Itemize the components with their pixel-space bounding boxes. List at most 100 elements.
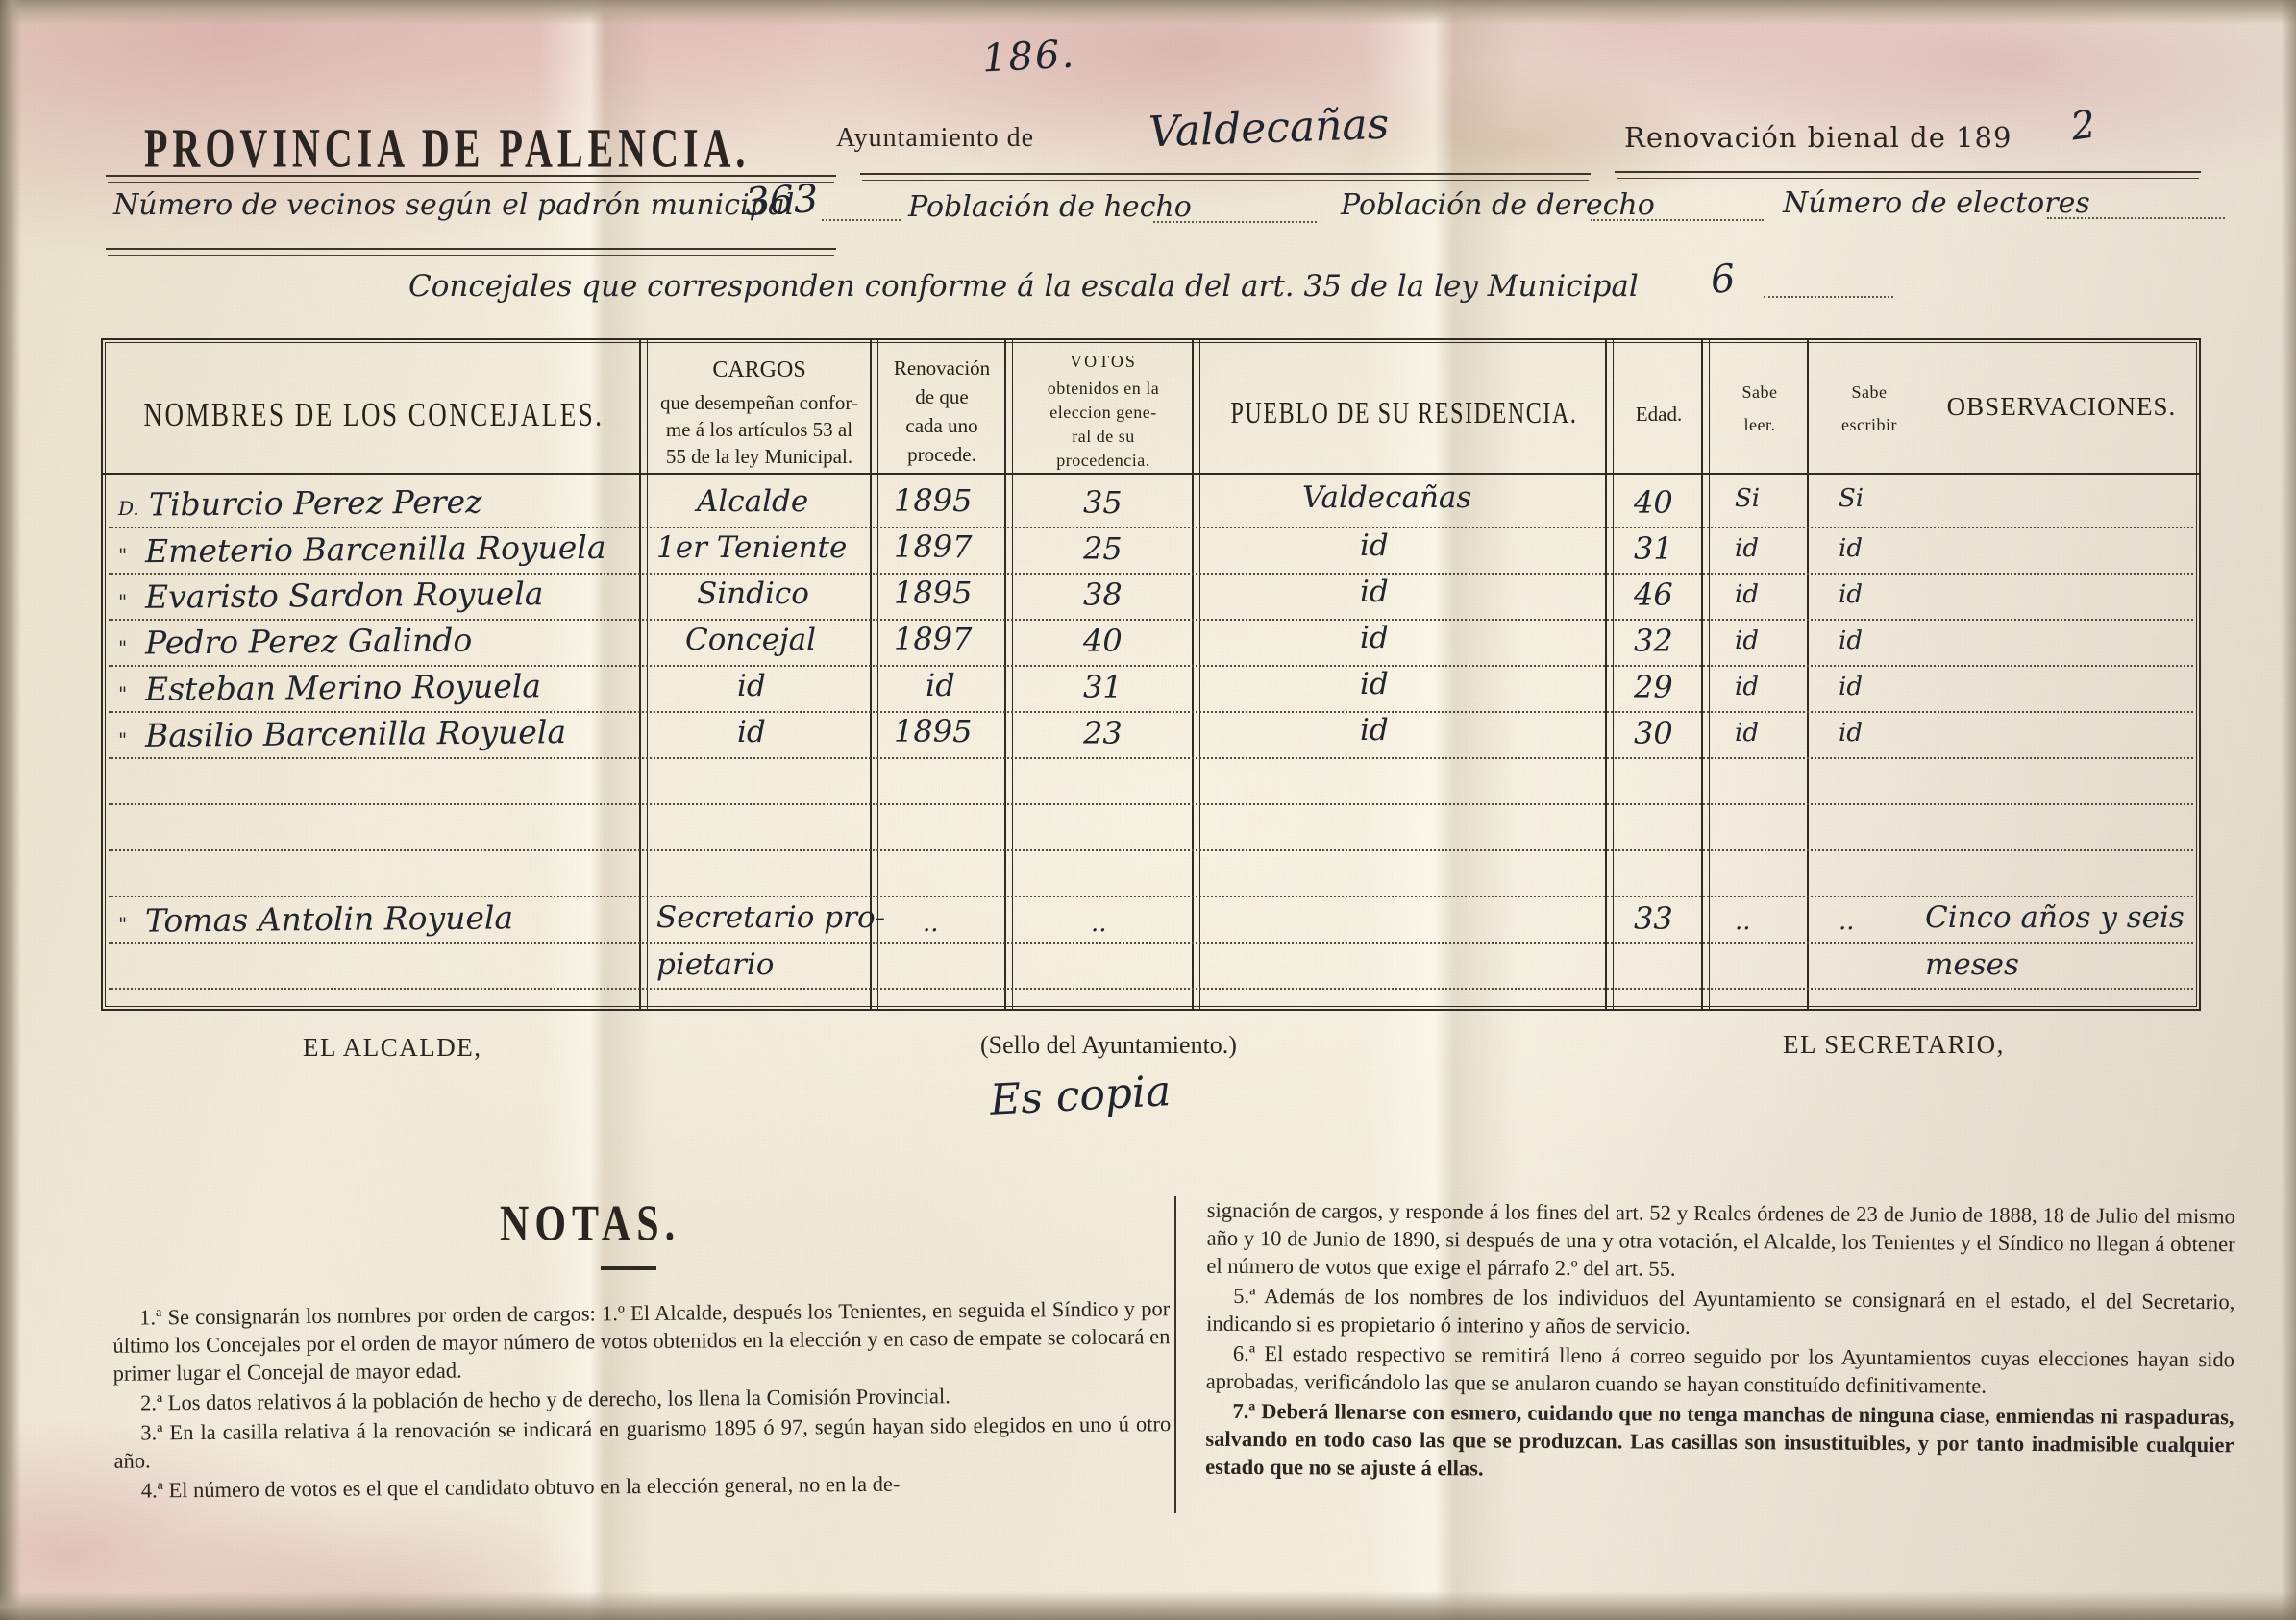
row-edad: 32 <box>1634 623 1673 659</box>
notas-right-column: signación de cargos, y responde á los fi… <box>1205 1196 2235 1489</box>
colheader-sabe-escribir-line1: Sabe <box>1851 382 1888 402</box>
row-votos: 40 <box>1083 623 1123 659</box>
row-sabe-escribir: id <box>1839 580 1863 609</box>
row-guide-4 <box>109 665 2193 667</box>
colheader-sabe-escribir-line2: escribir <box>1841 415 1897 434</box>
row-edad: 31 <box>1634 530 1673 567</box>
nota-item: 6.ª El estado respectivo se remitirá lle… <box>1205 1340 2234 1398</box>
colheader-renovacion-line2: de que <box>915 385 969 408</box>
row-sabe-leer: id <box>1735 580 1759 609</box>
col-sep-sabe-leer <box>1701 338 1703 1011</box>
vecinos-value: 363 <box>743 177 820 225</box>
colheader-cargos-line1: CARGOS <box>712 357 806 382</box>
row-renovacion: 1895 <box>894 713 973 749</box>
secretary-sabe-leer: .. <box>1735 907 1751 936</box>
colheader-votos-line5: procedencia. <box>1056 451 1150 470</box>
row-nombre: Esteban Merino Royuela <box>144 667 542 708</box>
table-inner-border <box>105 342 2197 1007</box>
row-sabe-leer: id <box>1735 534 1759 563</box>
colheader-sabe-leer-line1: Sabe <box>1741 382 1778 402</box>
rule-under-vecinos <box>106 248 836 250</box>
col-sep-pueblo <box>1192 338 1194 1011</box>
notas-title: NOTAS. <box>500 1196 681 1252</box>
col-sep-renovacion <box>870 338 872 1011</box>
row-nombre: Pedro Perez Galindo <box>144 621 473 662</box>
row-votos: 35 <box>1083 484 1123 521</box>
row-pueblo: id <box>1360 621 1389 655</box>
row-guide-10 <box>109 942 2193 944</box>
col-sep-sabe-escribir <box>1807 338 1809 1011</box>
col-sep-cargos <box>639 338 641 1011</box>
row-sabe-leer: id <box>1735 626 1759 655</box>
col-sep-pueblo-b <box>1199 338 1200 1011</box>
secretary-sabe-escribir: .. <box>1839 907 1855 936</box>
row-renovacion: id <box>926 667 955 703</box>
signature-alcalde-label: EL ALCALDE, <box>303 1033 482 1062</box>
secretary-votos: .. <box>1091 909 1107 938</box>
folio-number: 186. <box>980 32 1077 82</box>
rule-under-ayuntamiento <box>860 173 1591 175</box>
row-cargo: Sindico <box>697 577 809 611</box>
col-sep-sabe-leer-b <box>1709 338 1710 1011</box>
colheader-renovacion-line4: procede. <box>907 443 976 466</box>
paper-edge-top <box>0 0 2296 25</box>
colheader-cargos-line4: 55 de la ley Municipal. <box>665 445 853 468</box>
paper-edge-right <box>2281 0 2296 1620</box>
nota-item: 1.ª Se consignarán los nombres por orden… <box>112 1296 1171 1386</box>
row-prefix: " <box>118 682 128 705</box>
signature-secretario-label: EL SECRETARIO, <box>1783 1030 2005 1059</box>
col-sep-cargos-b <box>647 338 648 1011</box>
secretary-observaciones-line1: Cinco años y seis <box>1925 900 2185 935</box>
col-sep-edad <box>1605 338 1607 1011</box>
notas-column-divider <box>1174 1196 1176 1513</box>
row-renovacion: 1895 <box>894 482 973 519</box>
row-pueblo: id <box>1360 667 1389 701</box>
row-guide-7 <box>109 803 2193 805</box>
nota-continuation: signación de cargos, y responde á los fi… <box>1206 1197 2235 1281</box>
row-sabe-leer: id <box>1735 673 1759 701</box>
concejales-label: Concejales que corresponden conforme á l… <box>408 269 1639 304</box>
rule-under-ayuntamiento-2 <box>862 180 1589 181</box>
renovacion-value: 2 <box>2067 102 2099 150</box>
numero-electores-label: Número de electores <box>1783 186 2090 220</box>
row-sabe-escribir: id <box>1839 534 1863 563</box>
poblacion-hecho-label: Población de hecho <box>908 190 1192 224</box>
row-guide-2 <box>109 573 2193 575</box>
secretary-edad: 33 <box>1634 900 1673 937</box>
colheader-votos-line2: obtenidos en la <box>1047 379 1160 398</box>
row-sabe-escribir: Si <box>1839 484 1864 513</box>
col-sep-votos <box>1004 338 1006 1011</box>
colheader-votos-line4: ral de su <box>1072 427 1135 446</box>
poblacion-hecho-dots <box>1153 221 1317 223</box>
row-edad: 46 <box>1634 577 1673 613</box>
row-cargo: Alcalde <box>697 484 809 519</box>
row-pueblo: id <box>1360 575 1389 609</box>
colheader-votos-line1: VOTOS <box>1070 352 1137 371</box>
row-pueblo: id <box>1360 528 1389 563</box>
colheader-pueblo: PUEBLO DE SU RESIDENCIA. <box>1230 398 1578 430</box>
secretary-cargo-line2: pietario <box>656 947 775 982</box>
paper-edge-left <box>0 0 21 1620</box>
row-prefix: " <box>118 636 128 659</box>
vecinos-label: Número de vecinos según el padrón munici… <box>113 188 795 222</box>
colheader-votos-line3: eleccion gene- <box>1049 403 1157 422</box>
col-sep-renovacion-b <box>877 338 878 1011</box>
rule-under-vecinos-2 <box>108 255 834 256</box>
row-sabe-escribir: id <box>1839 719 1863 748</box>
row-renovacion: 1897 <box>894 621 973 657</box>
row-sabe-leer: id <box>1735 719 1759 748</box>
colheader-renovacion-line1: Renovación <box>893 356 991 380</box>
secretary-nombre: Tomas Antolin Royuela <box>144 898 514 940</box>
row-edad: 40 <box>1634 484 1673 521</box>
header-bottom-rule <box>101 473 2201 475</box>
secretary-prefix: " <box>118 913 128 936</box>
colheader-edad: Edad. <box>1635 403 1683 426</box>
row-edad: 29 <box>1634 669 1673 705</box>
row-cargo: 1er Teniente <box>656 530 848 565</box>
rule-under-province <box>106 175 836 177</box>
rule-under-renovacion <box>1615 171 2201 173</box>
row-cargo: id <box>737 715 766 749</box>
concejales-value: 6 <box>1709 256 1738 304</box>
row-guide-5 <box>109 711 2193 713</box>
